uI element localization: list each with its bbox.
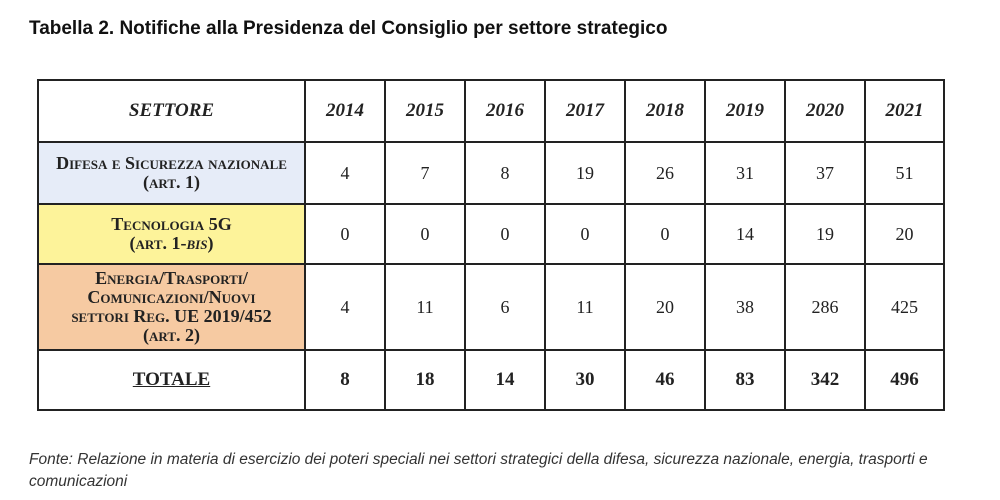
sector-article-suffix: ) xyxy=(207,233,214,253)
sector-article: (art. 1) xyxy=(143,172,200,192)
value-cell: 425 xyxy=(864,263,945,351)
header-year: 2021 xyxy=(864,79,945,143)
total-value-cell: 30 xyxy=(544,349,626,411)
header-year: 2014 xyxy=(304,79,386,143)
value-cell: 4 xyxy=(304,141,386,205)
value-cell: 37 xyxy=(784,141,866,205)
value-cell: 0 xyxy=(544,203,626,265)
total-value-cell: 18 xyxy=(384,349,466,411)
value-cell: 4 xyxy=(304,263,386,351)
sector-article: (art. 2) xyxy=(143,325,200,345)
value-cell: 51 xyxy=(864,141,945,205)
value-cell: 31 xyxy=(704,141,786,205)
sector-name: settori Reg. UE 2019/452 xyxy=(71,306,272,326)
value-cell: 20 xyxy=(864,203,945,265)
value-cell: 38 xyxy=(704,263,786,351)
header-sector: SETTORE xyxy=(37,79,306,143)
value-cell: 0 xyxy=(384,203,466,265)
source-note: Fonte: Relazione in materia di esercizio… xyxy=(29,451,928,490)
sector-article: (art. 1-bis) xyxy=(39,234,304,253)
sector-name: Difesa e Sicurezza nazionale xyxy=(56,153,287,173)
value-cell: 0 xyxy=(304,203,386,265)
header-year: 2016 xyxy=(464,79,546,143)
total-row: TOTALE 8 18 14 30 46 83 342 496 xyxy=(37,349,945,411)
sector-cell-energy: Energia/Trasporti/ Comunicazioni/Nuovi s… xyxy=(37,263,306,351)
value-cell: 0 xyxy=(624,203,706,265)
header-row: SETTORE 2014 2015 2016 2017 2018 2019 20… xyxy=(37,79,945,143)
value-cell: 0 xyxy=(464,203,546,265)
total-value-cell: 496 xyxy=(864,349,945,411)
total-value-cell: 83 xyxy=(704,349,786,411)
header-year: 2020 xyxy=(784,79,866,143)
sector-name: Tecnologia 5G xyxy=(111,214,232,234)
sector-article-bis: bis xyxy=(186,233,208,253)
header-year: 2019 xyxy=(704,79,786,143)
total-value-cell: 342 xyxy=(784,349,866,411)
value-cell: 19 xyxy=(544,141,626,205)
total-value-cell: 46 xyxy=(624,349,706,411)
value-cell: 8 xyxy=(464,141,546,205)
value-cell: 11 xyxy=(384,263,466,351)
notifications-table: SETTORE 2014 2015 2016 2017 2018 2019 20… xyxy=(37,79,945,411)
table-title: Tabella 2. Notifiche alla Presidenza del… xyxy=(29,18,668,39)
table-row: Energia/Trasporti/ Comunicazioni/Nuovi s… xyxy=(37,263,945,351)
header-year: 2015 xyxy=(384,79,466,143)
value-cell: 20 xyxy=(624,263,706,351)
total-label: TOTALE xyxy=(132,369,211,390)
sector-article-prefix: (art. 1- xyxy=(129,233,187,253)
sector-cell-5g: Tecnologia 5G (art. 1-bis) xyxy=(37,203,306,265)
value-cell: 26 xyxy=(624,141,706,205)
value-cell: 7 xyxy=(384,141,466,205)
sector-name: Comunicazioni/Nuovi xyxy=(87,287,256,307)
total-value-cell: 14 xyxy=(464,349,546,411)
total-label-cell: TOTALE xyxy=(37,349,306,411)
value-cell: 14 xyxy=(704,203,786,265)
sector-cell-defense: Difesa e Sicurezza nazionale (art. 1) xyxy=(37,141,306,205)
sector-name: Energia/Trasporti/ xyxy=(95,268,248,288)
value-cell: 6 xyxy=(464,263,546,351)
total-value-cell: 8 xyxy=(304,349,386,411)
value-cell: 19 xyxy=(784,203,866,265)
value-cell: 286 xyxy=(784,263,866,351)
header-year: 2018 xyxy=(624,79,706,143)
table-row: Difesa e Sicurezza nazionale (art. 1) 4 … xyxy=(37,141,945,205)
value-cell: 11 xyxy=(544,263,626,351)
header-year: 2017 xyxy=(544,79,626,143)
table-row: Tecnologia 5G (art. 1-bis) 0 0 0 0 0 14 … xyxy=(37,203,945,265)
